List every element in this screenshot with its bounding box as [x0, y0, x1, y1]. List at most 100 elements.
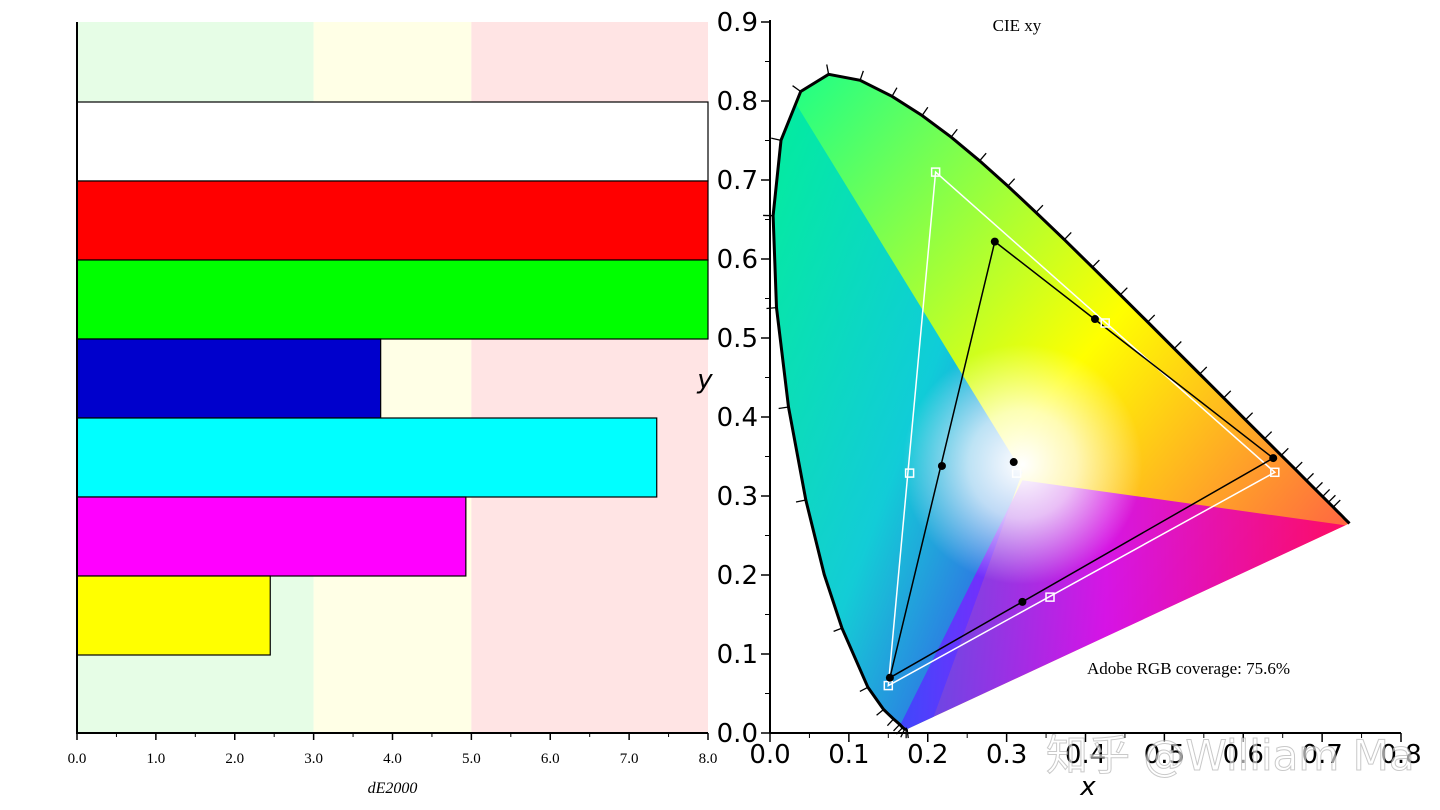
- wavelength-tick: [1173, 341, 1182, 350]
- cie-x-tick-label: 0.4: [1065, 740, 1106, 770]
- cie-y-tick-label: 0.7: [717, 166, 758, 196]
- wavelength-tick: [771, 137, 782, 141]
- measured-point: [885, 673, 894, 682]
- bar-cyan: [76, 417, 658, 498]
- cie-x-tick-label: 0.1: [828, 740, 869, 770]
- bar-x-tick-label: 7.0: [620, 751, 639, 767]
- bar-x-tick-label: 8.0: [699, 751, 718, 767]
- measured-point: [1269, 454, 1278, 463]
- bar-series: [76, 101, 709, 656]
- wavelength-tick: [950, 128, 958, 138]
- cie-y-tick-label: 0.3: [717, 482, 758, 512]
- bar-x-tick-label: 2.0: [225, 751, 244, 767]
- adobe-rgb-point: [883, 680, 894, 691]
- wavelength-tick: [766, 307, 777, 310]
- wavelength-tick: [891, 87, 898, 97]
- bar-x-axis-label: dE2000: [368, 780, 418, 797]
- cie-x-axis-label: x: [1079, 772, 1096, 802]
- wavelength-tick: [921, 106, 929, 116]
- wavelength-tick: [1280, 447, 1289, 456]
- wavelength-tick: [833, 627, 843, 633]
- cie-x-tick-label: 0.3: [986, 740, 1027, 770]
- bar-yellow: [76, 575, 271, 656]
- adobe-rgb-point: [1045, 592, 1055, 602]
- wavelength-ticks: [763, 64, 1341, 739]
- measured-point: [1018, 597, 1027, 606]
- wavelength-tick: [1245, 412, 1254, 421]
- wavelength-tick: [795, 499, 806, 503]
- cie-y-tick-label: 0.6: [717, 245, 758, 275]
- coverage-annotation: Adobe RGB coverage: 75.6%: [1087, 659, 1290, 678]
- bar-x-tick-label: 3.0: [304, 751, 323, 767]
- white-point-glow: [902, 344, 1143, 585]
- de2000-bar-chart: 0.0 1.0 2.0 3.0 4.0 5.0 6.0 7.0 8.0 dE2000: [68, 22, 718, 797]
- wavelength-tick: [1332, 499, 1341, 508]
- adobe-rgb-point: [1100, 318, 1110, 328]
- measured-point: [1009, 458, 1018, 467]
- wavelength-tick: [1314, 481, 1323, 490]
- wavelength-tick: [876, 709, 884, 716]
- wavelength-tick: [1035, 204, 1044, 213]
- bar-red: [76, 180, 709, 261]
- cie-y-tick-label: 0.8: [717, 87, 758, 117]
- wavelength-tick: [1063, 232, 1072, 241]
- wavelength-tick: [1264, 431, 1273, 440]
- locus-colour-layers: [773, 74, 1350, 730]
- spectral-locus-outline: [771, 72, 1351, 731]
- cie-x-tick-label: 0.5: [1144, 740, 1185, 770]
- cie-x-tick-label: 0.8: [1380, 740, 1421, 770]
- bar-x-tick-label: 5.0: [462, 751, 481, 767]
- bar-magenta: [76, 496, 467, 577]
- watermark: 知乎 @William Ma: [1046, 731, 1415, 780]
- cie-title: CIE xy: [993, 16, 1042, 35]
- wavelength-tick: [792, 85, 802, 93]
- wavelength-tick: [1119, 287, 1128, 296]
- wavelength-tick: [826, 64, 830, 75]
- cie-y-tick-label: 0.9: [717, 8, 758, 38]
- wavelength-tick: [1199, 366, 1208, 375]
- adobe-rgb-point: [930, 167, 941, 177]
- cie-y-axis-label: y: [696, 365, 713, 395]
- wavelength-tick: [979, 152, 987, 162]
- wavelength-tick: [1322, 489, 1331, 498]
- cie-y-tick-label: 0.4: [717, 403, 758, 433]
- gamut-series: [883, 167, 1280, 691]
- wavelength-tick: [1091, 259, 1100, 268]
- cie-y-tick-label: 0.2: [717, 561, 758, 591]
- adobe-rgb-point: [1011, 468, 1022, 478]
- cie-y-tick-label: 0.0: [717, 719, 758, 749]
- adobe-rgb-triangle: [887, 170, 1277, 687]
- wavelength-tick: [1305, 472, 1314, 481]
- wavelength-tick: [859, 70, 864, 81]
- wavelength-tick: [859, 686, 869, 693]
- wavelength-tick: [893, 723, 901, 732]
- cie-x-tick-label: 0.6: [1223, 740, 1264, 770]
- wavelength-tick: [1327, 494, 1336, 503]
- wavelength-tick: [1007, 178, 1016, 187]
- cie-y-tick-label: 0.1: [717, 640, 758, 670]
- wavelength-tick: [1223, 390, 1232, 399]
- measured-point: [1090, 315, 1099, 324]
- spectral-locus-fill: [773, 74, 1350, 730]
- wavelength-tick: [886, 718, 894, 727]
- adobe-rgb-point: [904, 468, 915, 478]
- adobe-rgb-point: [1270, 467, 1280, 478]
- measured-point: [990, 237, 999, 246]
- cie-y-tick-label: 0.5: [717, 324, 758, 354]
- wavelength-tick: [1294, 461, 1303, 470]
- cie-x-tick-label: 0.7: [1301, 740, 1342, 770]
- cie-x-tick-label: 0.2: [907, 740, 948, 770]
- bar-x-tick-label: 4.0: [383, 751, 402, 767]
- bar-x-tick-label: 6.0: [541, 751, 560, 767]
- wavelength-tick: [778, 406, 789, 410]
- cie-xy-diagram: 0.0 0.1 0.2 0.3 0.4 0.5 0.6 0.7 0.8 0.0 0.1 0.2 0.3 0…: [696, 8, 1421, 802]
- wavelength-tick: [1147, 314, 1156, 323]
- bar-x-tick-label: 0.0: [68, 751, 87, 767]
- bar-green: [76, 259, 709, 340]
- bar-white: [76, 101, 709, 182]
- measured-point: [937, 461, 946, 470]
- cie-x-tick-label: 0.0: [749, 740, 790, 770]
- cie-axes: 0.0 0.1 0.2 0.3 0.4 0.5 0.6 0.7 0.8 0.0 0.1 0.2 0.3 0…: [717, 8, 1422, 770]
- bar-axes: 0.0 1.0 2.0 3.0 4.0 5.0 6.0 7.0 8.0: [68, 22, 718, 767]
